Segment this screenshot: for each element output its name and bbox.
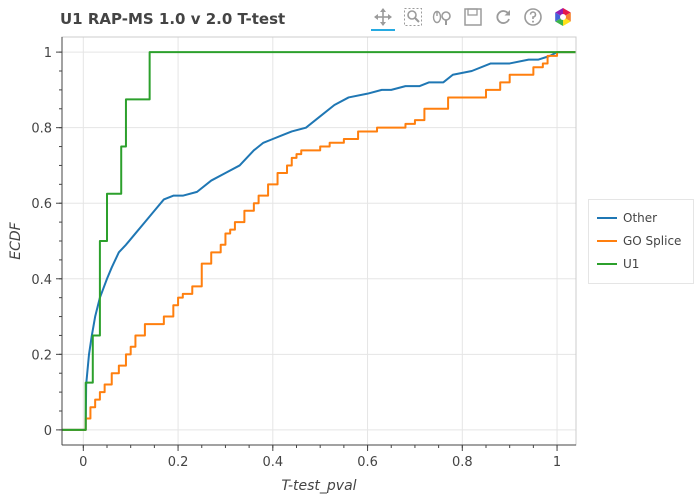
series-line-u1 <box>62 51 576 431</box>
legend: Other GO Splice U1 <box>588 199 694 284</box>
series-line-go-splice <box>62 51 576 431</box>
legend-item[interactable]: GO Splice <box>597 233 681 249</box>
chart-title: U1 RAP-MS 1.0 v 2.0 T-test <box>60 10 286 28</box>
x-tick-label: 0 <box>79 455 87 470</box>
plot-toolbar <box>368 3 578 31</box>
legend-label: Other <box>623 211 658 225</box>
legend-item[interactable]: U1 <box>597 256 639 272</box>
y-tick-label: 0 <box>44 424 52 439</box>
y-tick-label: 0.6 <box>31 197 52 212</box>
box-zoom-tool-button[interactable] <box>398 3 428 31</box>
y-axis-label: ECDF <box>8 221 24 259</box>
y-tick-label: 0.2 <box>31 348 52 363</box>
wheel-zoom-tool-button[interactable] <box>428 3 458 31</box>
axis-ticks: 0 0.2 0.4 0.6 0.8 1 0 0.2 0.4 0.6 0.8 1 <box>31 37 576 470</box>
x-tick-label: 0.4 <box>262 455 283 470</box>
y-tick-label: 0.4 <box>31 273 52 288</box>
legend-swatch <box>597 263 617 265</box>
reset-icon <box>496 10 510 24</box>
x-tick-label: 0.2 <box>168 455 189 470</box>
x-tick-label: 0.6 <box>357 455 378 470</box>
pan-icon <box>374 8 392 26</box>
y-tick-label: 0.8 <box>31 122 52 137</box>
box-zoom-icon <box>404 8 422 26</box>
series-lines <box>62 51 576 431</box>
reset-tool-button[interactable] <box>488 3 518 31</box>
x-tick-label: 0.8 <box>452 455 473 470</box>
y-tick-label: 1 <box>44 46 52 61</box>
help-icon <box>524 8 542 26</box>
x-axis-label: T-test_pval <box>281 478 356 494</box>
pan-tool-button[interactable] <box>368 3 398 31</box>
wheel-zoom-icon <box>432 10 451 25</box>
legend-swatch <box>597 217 617 219</box>
save-icon <box>464 8 482 26</box>
legend-label: U1 <box>623 257 640 271</box>
legend-label: GO Splice <box>623 234 682 248</box>
help-tool-button[interactable] <box>518 3 548 31</box>
save-tool-button[interactable] <box>458 3 488 31</box>
bokeh-logo <box>555 8 571 26</box>
plot-frame <box>61 36 577 446</box>
legend-swatch <box>597 240 617 242</box>
legend-item[interactable]: Other <box>597 210 657 226</box>
bokeh-logo-link[interactable] <box>548 3 578 31</box>
grid-lines <box>62 37 576 445</box>
series-line-other <box>62 51 576 431</box>
x-tick-label: 1 <box>553 455 561 470</box>
